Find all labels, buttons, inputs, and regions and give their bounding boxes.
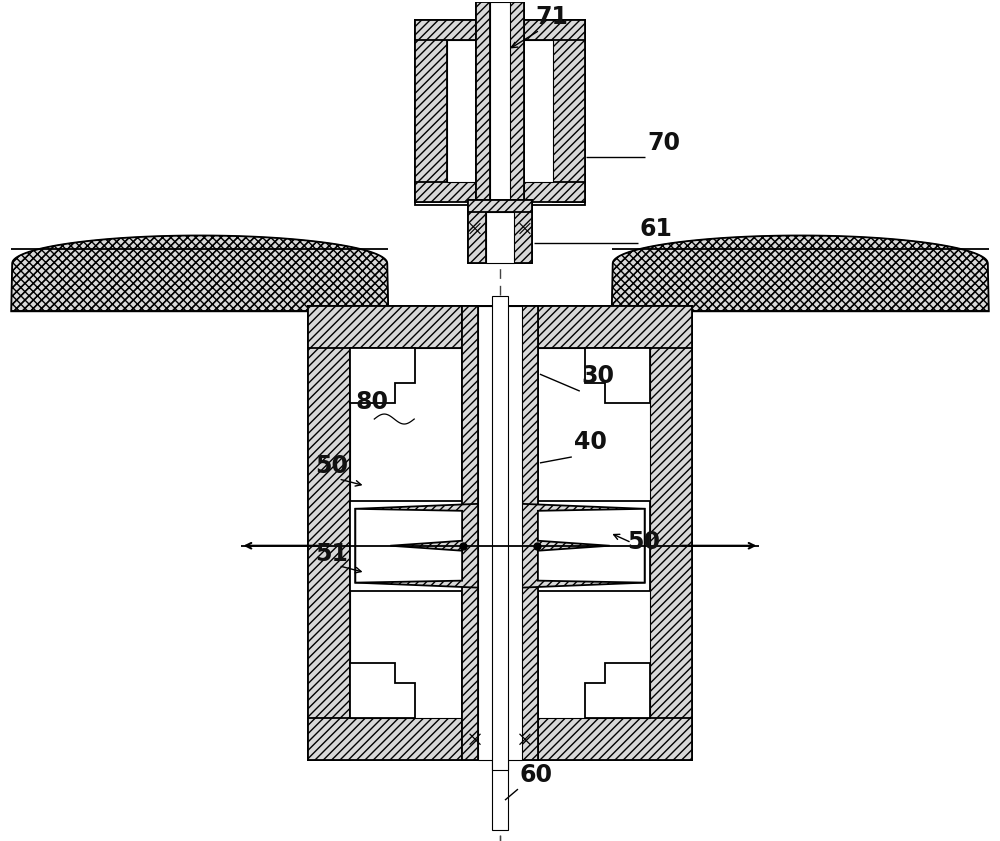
Polygon shape: [355, 504, 478, 588]
Polygon shape: [476, 2, 490, 221]
Text: 71: 71: [535, 5, 568, 29]
Polygon shape: [350, 664, 415, 718]
Text: 60: 60: [520, 763, 553, 787]
Polygon shape: [650, 306, 692, 760]
Bar: [486, 212, 514, 263]
Polygon shape: [612, 235, 989, 311]
Bar: [490, 2, 510, 221]
Bar: [350, 348, 650, 718]
Polygon shape: [522, 306, 538, 760]
Bar: [478, 306, 522, 760]
Bar: [492, 760, 508, 830]
Text: 80: 80: [355, 390, 388, 414]
Polygon shape: [585, 348, 650, 403]
Polygon shape: [538, 509, 645, 583]
Polygon shape: [585, 664, 650, 718]
Text: 50: 50: [628, 530, 661, 553]
Text: 40: 40: [574, 430, 607, 454]
Polygon shape: [11, 235, 388, 311]
Polygon shape: [462, 306, 478, 760]
Text: 30: 30: [582, 364, 615, 389]
Polygon shape: [308, 718, 692, 760]
Bar: [492, 296, 508, 770]
Bar: [468, 199, 532, 263]
Polygon shape: [553, 20, 585, 202]
Text: 51: 51: [315, 542, 348, 566]
Polygon shape: [514, 199, 532, 263]
Text: 50: 50: [315, 454, 348, 478]
Polygon shape: [510, 2, 524, 221]
Polygon shape: [350, 501, 478, 590]
Polygon shape: [612, 250, 989, 311]
Bar: [447, 40, 553, 182]
Polygon shape: [415, 182, 585, 202]
Bar: [462, 306, 538, 760]
Text: 61: 61: [640, 218, 673, 241]
Bar: [308, 306, 692, 760]
Polygon shape: [468, 199, 532, 212]
Polygon shape: [11, 250, 388, 311]
Polygon shape: [350, 348, 415, 403]
Polygon shape: [522, 504, 645, 588]
Polygon shape: [308, 306, 350, 760]
Polygon shape: [355, 509, 462, 583]
Polygon shape: [415, 20, 585, 40]
Polygon shape: [468, 199, 486, 263]
Text: 70: 70: [648, 130, 681, 155]
Bar: [415, 20, 585, 204]
Polygon shape: [522, 501, 650, 590]
Bar: [476, 2, 524, 221]
Polygon shape: [308, 306, 692, 348]
Polygon shape: [415, 20, 447, 202]
